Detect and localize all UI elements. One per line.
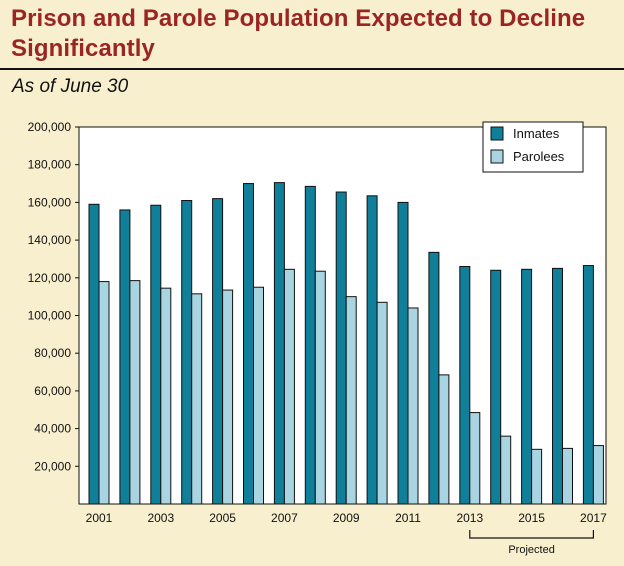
bar-inmates-2010 [366,195,378,505]
bar-parolees-2012 [438,374,450,505]
bar-inmates-2006 [243,183,254,505]
title-divider [0,68,624,70]
bar-inmates-2015 [521,268,533,505]
legend-box [482,121,584,173]
bar-parolees-2011 [407,307,419,505]
bar-inmates-2001 [88,203,100,505]
bar-parolees-2009 [345,296,357,505]
bar-parolees-2002 [129,280,141,505]
bar-inmates-2003 [150,204,162,505]
bar-parolees-2010 [376,301,388,505]
legend-swatch-inmates [490,126,504,141]
x-tick-label: 2009 [333,511,360,525]
bar-inmates-2016 [552,267,563,505]
bar-parolees-2006 [253,286,264,505]
x-tick-label: 2011 [395,511,421,525]
bar-parolees-2001 [98,281,110,505]
bar-parolees-2003 [160,287,172,505]
y-tick-label: 160,000 [28,195,72,209]
bar-inmates-2007 [273,182,285,505]
bar-parolees-2015 [531,448,543,505]
y-tick-label: 60,000 [34,384,71,398]
chart-subtitle: As of June 30 [12,76,129,97]
x-tick-label: 2007 [271,511,298,525]
x-tick-label: 2005 [209,511,236,525]
y-tick-label: 180,000 [28,158,72,172]
bar-inmates-2011 [397,201,409,505]
y-tick-label: 20,000 [34,459,71,473]
bar-inmates-2002 [119,209,131,505]
bar-parolees-2008 [314,270,326,505]
bar-inmates-2008 [304,185,316,505]
bar-parolees-2007 [283,268,295,505]
bar-inmates-2014 [490,269,502,505]
y-tick-label: 80,000 [34,346,71,360]
x-tick-label: 2001 [86,511,113,525]
y-tick-label: 200,000 [28,120,72,134]
bar-parolees-2017 [592,445,604,505]
bar-inmates-2009 [335,191,347,505]
bar-inmates-2013 [459,265,471,505]
bar-inmates-2004 [181,200,193,505]
x-tick-label: 2015 [518,511,545,525]
x-tick-label: 2003 [147,511,174,525]
legend-label-parolees: Parolees [513,149,565,164]
x-tick-label: 2013 [456,511,483,525]
y-tick-label: 120,000 [28,271,72,285]
bar-parolees-2013 [469,412,481,505]
legend-swatch-parolees [490,149,504,164]
bar-inmates-2005 [212,198,224,505]
y-tick-label: 140,000 [28,233,72,247]
bar-parolees-2014 [500,435,512,505]
y-tick-label: 40,000 [34,422,71,436]
bar-parolees-2005 [222,289,234,505]
bar-parolees-2004 [191,293,203,505]
bar-inmates-2017 [582,265,594,505]
bar-parolees-2016 [562,447,573,505]
projected-bracket [469,530,594,539]
y-tick-label: 100,000 [28,309,72,323]
projected-label: Projected [508,544,554,556]
chart-title: Prison and Parole Population Expected to… [11,5,586,62]
x-tick-label: 2017 [580,511,607,525]
bar-inmates-2012 [428,251,440,505]
legend-label-inmates: Inmates [513,126,560,141]
